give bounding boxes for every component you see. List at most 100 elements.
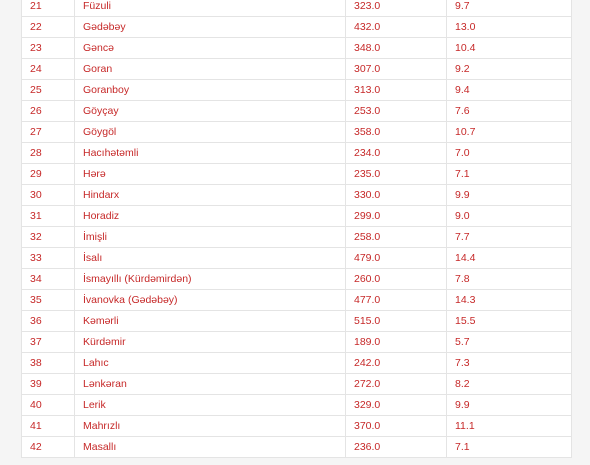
row-number: 34 bbox=[21, 268, 75, 290]
percent-cell: 9.9 bbox=[446, 394, 572, 416]
station-name: Hindarx bbox=[74, 184, 346, 206]
data-table: 21 Füzuli 323.0 9.7 22 Gədəbəy 432.0 13.0 23 Gə… bbox=[21, 0, 572, 458]
scrollbar[interactable] bbox=[572, 0, 590, 465]
row-number: 41 bbox=[21, 415, 75, 437]
row-number: 28 bbox=[21, 142, 75, 164]
value-cell: 479.0 bbox=[345, 247, 447, 269]
value-cell: 236.0 bbox=[345, 436, 447, 458]
value-cell: 272.0 bbox=[345, 373, 447, 395]
row-number: 25 bbox=[21, 79, 75, 101]
value-cell: 253.0 bbox=[345, 100, 447, 122]
percent-cell: 13.0 bbox=[446, 16, 572, 38]
percent-cell: 7.3 bbox=[446, 352, 572, 374]
value-cell: 234.0 bbox=[345, 142, 447, 164]
row-number: 21 bbox=[21, 0, 75, 17]
value-cell: 515.0 bbox=[345, 310, 447, 332]
table-row: 22 Gədəbəy 432.0 13.0 bbox=[21, 16, 572, 38]
table-row: 24 Goran 307.0 9.2 bbox=[21, 58, 572, 80]
station-name: Göygöl bbox=[74, 121, 346, 143]
station-name: Lənkəran bbox=[74, 373, 346, 395]
table-row: 36 Kəmərli 515.0 15.5 bbox=[21, 310, 572, 332]
value-cell: 432.0 bbox=[345, 16, 447, 38]
table-row: 21 Füzuli 323.0 9.7 bbox=[21, 0, 572, 17]
value-cell: 260.0 bbox=[345, 268, 447, 290]
station-name: Goran bbox=[74, 58, 346, 80]
data-table-container: 21 Füzuli 323.0 9.7 22 Gədəbəy 432.0 13.0 23 Gə… bbox=[21, 0, 572, 458]
station-name: Göyçay bbox=[74, 100, 346, 122]
row-number: 35 bbox=[21, 289, 75, 311]
table-row: 30 Hindarx 330.0 9.9 bbox=[21, 184, 572, 206]
row-number: 33 bbox=[21, 247, 75, 269]
value-cell: 189.0 bbox=[345, 331, 447, 353]
station-name: Mahrızlı bbox=[74, 415, 346, 437]
table-row: 33 İsalı 479.0 14.4 bbox=[21, 247, 572, 269]
row-number: 40 bbox=[21, 394, 75, 416]
table-row: 39 Lənkəran 272.0 8.2 bbox=[21, 373, 572, 395]
value-cell: 477.0 bbox=[345, 289, 447, 311]
percent-cell: 9.0 bbox=[446, 205, 572, 227]
row-number: 23 bbox=[21, 37, 75, 59]
percent-cell: 14.3 bbox=[446, 289, 572, 311]
percent-cell: 9.4 bbox=[446, 79, 572, 101]
table-row: 26 Göyçay 253.0 7.6 bbox=[21, 100, 572, 122]
table-row: 23 Gəncə 348.0 10.4 bbox=[21, 37, 572, 59]
station-name: İsalı bbox=[74, 247, 346, 269]
value-cell: 258.0 bbox=[345, 226, 447, 248]
row-number: 36 bbox=[21, 310, 75, 332]
table-row: 32 İmişli 258.0 7.7 bbox=[21, 226, 572, 248]
percent-cell: 14.4 bbox=[446, 247, 572, 269]
table-row: 25 Goranboy 313.0 9.4 bbox=[21, 79, 572, 101]
percent-cell: 9.7 bbox=[446, 0, 572, 17]
station-name: İsmayıllı (Kürdəmirdən) bbox=[74, 268, 346, 290]
percent-cell: 7.1 bbox=[446, 163, 572, 185]
row-number: 30 bbox=[21, 184, 75, 206]
station-name: İvanovka (Gədəbəy) bbox=[74, 289, 346, 311]
row-number: 22 bbox=[21, 16, 75, 38]
table-row: 34 İsmayıllı (Kürdəmirdən) 260.0 7.8 bbox=[21, 268, 572, 290]
table-row: 42 Masallı 236.0 7.1 bbox=[21, 436, 572, 458]
percent-cell: 10.7 bbox=[446, 121, 572, 143]
row-number: 27 bbox=[21, 121, 75, 143]
percent-cell: 8.2 bbox=[446, 373, 572, 395]
table-row: 31 Horadiz 299.0 9.0 bbox=[21, 205, 572, 227]
percent-cell: 11.1 bbox=[446, 415, 572, 437]
station-name: İmişli bbox=[74, 226, 346, 248]
value-cell: 323.0 bbox=[345, 0, 447, 17]
table-row: 27 Göygöl 358.0 10.7 bbox=[21, 121, 572, 143]
station-name: Lahıc bbox=[74, 352, 346, 374]
table-row: 38 Lahıc 242.0 7.3 bbox=[21, 352, 572, 374]
row-number: 38 bbox=[21, 352, 75, 374]
row-number: 29 bbox=[21, 163, 75, 185]
value-cell: 370.0 bbox=[345, 415, 447, 437]
station-name: Gədəbəy bbox=[74, 16, 346, 38]
percent-cell: 7.1 bbox=[446, 436, 572, 458]
station-name: Lerik bbox=[74, 394, 346, 416]
percent-cell: 7.0 bbox=[446, 142, 572, 164]
table-row: 40 Lerik 329.0 9.9 bbox=[21, 394, 572, 416]
percent-cell: 10.4 bbox=[446, 37, 572, 59]
row-number: 39 bbox=[21, 373, 75, 395]
value-cell: 330.0 bbox=[345, 184, 447, 206]
row-number: 42 bbox=[21, 436, 75, 458]
station-name: Hacıhətəmli bbox=[74, 142, 346, 164]
percent-cell: 15.5 bbox=[446, 310, 572, 332]
row-number: 32 bbox=[21, 226, 75, 248]
row-number: 31 bbox=[21, 205, 75, 227]
table-row: 35 İvanovka (Gədəbəy) 477.0 14.3 bbox=[21, 289, 572, 311]
percent-cell: 5.7 bbox=[446, 331, 572, 353]
value-cell: 299.0 bbox=[345, 205, 447, 227]
value-cell: 242.0 bbox=[345, 352, 447, 374]
station-name: Gəncə bbox=[74, 37, 346, 59]
value-cell: 358.0 bbox=[345, 121, 447, 143]
row-number: 24 bbox=[21, 58, 75, 80]
percent-cell: 7.7 bbox=[446, 226, 572, 248]
table-row: 37 Kürdəmir 189.0 5.7 bbox=[21, 331, 572, 353]
value-cell: 348.0 bbox=[345, 37, 447, 59]
value-cell: 329.0 bbox=[345, 394, 447, 416]
table-row: 28 Hacıhətəmli 234.0 7.0 bbox=[21, 142, 572, 164]
station-name: Füzuli bbox=[74, 0, 346, 17]
row-number: 26 bbox=[21, 100, 75, 122]
percent-cell: 9.2 bbox=[446, 58, 572, 80]
percent-cell: 7.8 bbox=[446, 268, 572, 290]
